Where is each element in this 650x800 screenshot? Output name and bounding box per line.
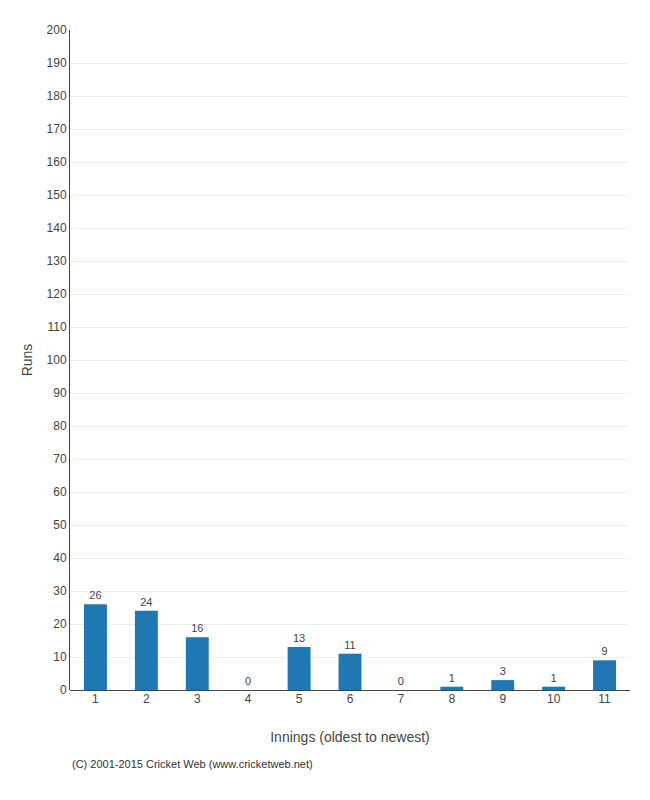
svg-text:11: 11 <box>344 639 355 651</box>
svg-text:9: 9 <box>601 645 607 657</box>
svg-text:150: 150 <box>47 188 67 202</box>
svg-text:140: 140 <box>47 221 67 235</box>
svg-text:40: 40 <box>53 551 67 565</box>
svg-text:20: 20 <box>53 617 67 631</box>
svg-text:30: 30 <box>53 584 67 598</box>
svg-text:60: 60 <box>53 485 67 499</box>
svg-text:(C) 2001-2015 Cricket Web (www: (C) 2001-2015 Cricket Web (www.cricketwe… <box>72 758 313 770</box>
svg-text:0: 0 <box>60 683 67 697</box>
svg-text:100: 100 <box>47 353 67 367</box>
svg-text:Runs: Runs <box>19 344 35 377</box>
svg-text:3: 3 <box>194 692 201 706</box>
svg-text:130: 130 <box>47 254 67 268</box>
svg-text:50: 50 <box>53 518 67 532</box>
svg-text:0: 0 <box>398 675 404 687</box>
svg-text:5: 5 <box>296 692 303 706</box>
svg-text:Innings (oldest to newest): Innings (oldest to newest) <box>270 729 430 745</box>
svg-text:13: 13 <box>293 632 305 644</box>
svg-text:0: 0 <box>245 675 251 687</box>
svg-text:190: 190 <box>47 56 67 70</box>
svg-text:7: 7 <box>398 692 405 706</box>
svg-text:180: 180 <box>47 89 67 103</box>
svg-text:8: 8 <box>448 692 455 706</box>
svg-text:110: 110 <box>47 320 66 334</box>
svg-text:24: 24 <box>140 596 152 608</box>
svg-text:160: 160 <box>47 155 67 169</box>
svg-text:10: 10 <box>547 692 561 706</box>
svg-text:11: 11 <box>598 692 611 706</box>
svg-text:170: 170 <box>47 122 67 136</box>
svg-text:90: 90 <box>53 386 67 400</box>
svg-text:4: 4 <box>245 692 252 706</box>
svg-text:10: 10 <box>53 650 67 664</box>
svg-text:26: 26 <box>89 589 101 601</box>
svg-text:2: 2 <box>143 692 150 706</box>
svg-text:80: 80 <box>53 419 67 433</box>
svg-text:1: 1 <box>449 672 455 684</box>
svg-text:120: 120 <box>47 287 67 301</box>
svg-text:16: 16 <box>191 622 203 634</box>
svg-text:3: 3 <box>500 665 506 677</box>
svg-text:1: 1 <box>92 692 99 706</box>
svg-text:70: 70 <box>53 452 67 466</box>
svg-text:6: 6 <box>347 692 354 706</box>
svg-text:9: 9 <box>499 692 506 706</box>
svg-text:1: 1 <box>551 672 557 684</box>
svg-text:200: 200 <box>47 23 67 37</box>
